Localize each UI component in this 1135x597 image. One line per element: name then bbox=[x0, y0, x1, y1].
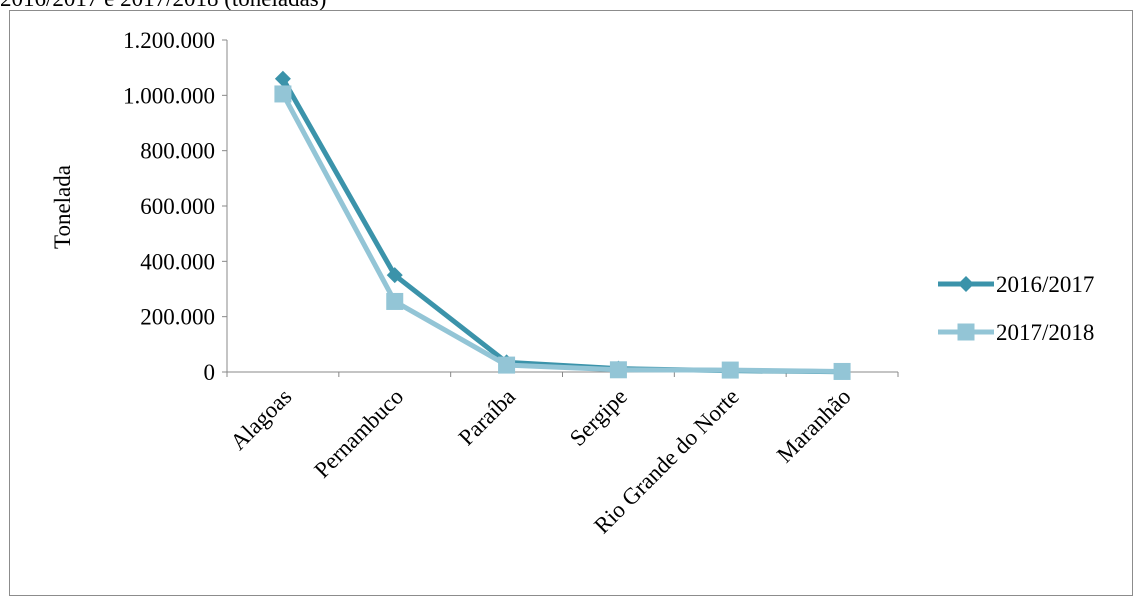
y-tick-label: 1.000.000 bbox=[123, 83, 215, 108]
legend-marker bbox=[957, 323, 975, 341]
series-line bbox=[280, 92, 843, 374]
series-2017/2018 bbox=[274, 85, 851, 380]
legend-label: 2017/2018 bbox=[996, 320, 1094, 345]
y-tick-label: 1.200.000 bbox=[123, 28, 215, 53]
data-point bbox=[274, 85, 292, 103]
x-tick-label: Pernambuco bbox=[309, 384, 408, 483]
figure-caption: 2016/2017 e 2017/2018 (toneladas) bbox=[0, 0, 326, 12]
x-tick-label: Paraíba bbox=[454, 384, 520, 450]
x-tick-label: Alagoas bbox=[225, 384, 296, 455]
y-tick-label: 600.000 bbox=[140, 194, 215, 219]
y-tick-label: 400.000 bbox=[140, 249, 215, 274]
series-2016/2017 bbox=[274, 70, 851, 380]
y-tick-label: 200.000 bbox=[140, 305, 215, 330]
legend-item: 2017/2018 bbox=[938, 320, 1094, 345]
x-tick-label: Sergipe bbox=[565, 384, 632, 451]
data-point bbox=[609, 361, 627, 379]
data-point bbox=[386, 267, 403, 284]
legend: 2016/2017 2017/2018 bbox=[938, 272, 1094, 345]
legend-marker bbox=[958, 276, 974, 292]
data-point bbox=[386, 292, 404, 310]
data-point bbox=[833, 362, 851, 380]
chart-frame bbox=[9, 10, 1133, 596]
y-axis-title: Tonelada bbox=[50, 165, 75, 249]
data-point bbox=[721, 361, 739, 379]
data-point bbox=[274, 70, 291, 87]
series-line bbox=[280, 77, 843, 375]
legend-label: 2016/2017 bbox=[996, 272, 1094, 297]
y-tick-label: 800.000 bbox=[140, 139, 215, 164]
series-group bbox=[274, 70, 851, 380]
legend-item: 2016/2017 bbox=[938, 272, 1094, 297]
y-tick-label: 0 bbox=[204, 360, 216, 385]
x-tick-label: Maranhão bbox=[772, 384, 856, 468]
y-axis: 0 200.000 400.000 600.000 800.000 1.000.000 1.… bbox=[123, 28, 228, 385]
data-point bbox=[498, 356, 516, 374]
